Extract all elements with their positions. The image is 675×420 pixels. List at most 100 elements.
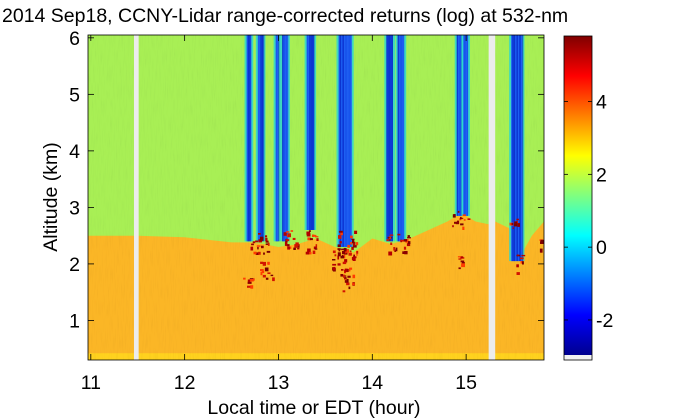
signal-loss-streak — [463, 35, 465, 216]
cloud-pixel — [265, 237, 268, 242]
signal-loss-column — [246, 35, 252, 242]
cloud-pixel — [344, 280, 347, 283]
chart-title: 2014 Sep18, CCNY-Lidar range-corrected r… — [2, 5, 568, 27]
cloud-pixel — [403, 239, 407, 242]
cloud-pixel — [342, 290, 346, 293]
cloud-pixel — [350, 242, 353, 245]
signal-loss-streak — [387, 35, 389, 242]
cloud-pixel — [467, 218, 471, 220]
y-tick-label: 5 — [69, 84, 80, 106]
cloud-pixel — [394, 249, 396, 252]
signal-loss-streak — [511, 35, 513, 262]
cloud-pixel — [337, 244, 341, 248]
cloud-pixel — [345, 249, 349, 253]
cloud-pixel — [243, 277, 246, 280]
cloud-pixel — [348, 286, 351, 290]
x-axis: 11 12 13 14 15 — [81, 35, 477, 394]
cloud-pixel — [344, 268, 348, 273]
signal-loss-streak — [275, 35, 277, 242]
cloud-pixel — [307, 237, 311, 241]
cloud-pixel — [386, 239, 389, 241]
cloud-pixel — [338, 249, 341, 252]
cloud-pixel — [343, 247, 347, 252]
signal-loss-streak — [348, 35, 350, 247]
cloud-pixel — [262, 261, 266, 266]
cloud-pixel — [292, 237, 296, 240]
cloud-pixel — [516, 218, 519, 221]
cloud-pixel — [247, 279, 251, 282]
signal-loss-streak — [313, 35, 315, 230]
cloud-pixel — [255, 252, 259, 255]
cloud-pixel — [272, 277, 275, 282]
signal-loss-streak — [512, 35, 514, 262]
cloud-pixel — [452, 214, 456, 218]
cloud-pixel — [511, 223, 514, 225]
signal-loss-streak — [262, 35, 263, 242]
x-tick-label: 15 — [455, 372, 477, 394]
y-tick-label: 3 — [69, 197, 80, 219]
cloud-pixel — [388, 236, 391, 240]
cloud-pixel — [389, 234, 394, 236]
cloud-pixel — [306, 233, 311, 237]
y-tick-label: 6 — [69, 28, 80, 50]
cloud-pixel — [259, 236, 264, 241]
cloud-pixel — [337, 263, 341, 266]
cloud-pixel — [512, 227, 515, 229]
cloud-pixel — [460, 223, 464, 226]
signal-loss-streak — [459, 35, 461, 216]
cloud-pixel — [249, 278, 254, 280]
signal-loss-streak — [391, 35, 393, 242]
cloud-pixel — [460, 256, 464, 259]
signal-loss-streak — [283, 35, 285, 242]
cloud-pixel — [284, 242, 288, 246]
cloud-pixel — [332, 259, 336, 261]
cloud-pixel — [389, 237, 393, 239]
cloud-pixel — [461, 263, 465, 268]
signal-loss-streak — [282, 35, 284, 242]
cloud-pixel — [316, 238, 319, 241]
cloud-pixel — [348, 252, 352, 256]
cloud-pixel — [403, 246, 407, 250]
cloud-pixel — [334, 254, 337, 257]
cloud-pixel — [343, 254, 346, 259]
cloud-pixel — [313, 234, 317, 237]
cloud-pixel — [346, 282, 350, 286]
y-axis-label: Altitude (km) — [40, 142, 62, 251]
cloud-pixel — [352, 245, 357, 248]
cloud-pixel — [517, 223, 520, 227]
cloud-pixel — [267, 272, 271, 274]
cloud-pixel — [513, 223, 518, 227]
cloud-pixel — [514, 221, 517, 224]
cloud-pixel — [261, 270, 265, 274]
cloud-pixel — [509, 222, 514, 226]
cloud-pixel — [260, 271, 263, 276]
x-tick-label: 12 — [174, 372, 196, 394]
cloud-pixel — [250, 285, 254, 289]
cloud-pixel — [343, 274, 345, 278]
cloud-pixel — [265, 243, 269, 245]
cloud-pixel — [344, 275, 347, 277]
signal-loss-streak — [467, 35, 469, 216]
x-tick-label: 14 — [361, 372, 383, 394]
y-tick-label: 4 — [69, 141, 80, 163]
cloud-pixel — [404, 251, 408, 255]
cloud-pixel — [347, 268, 349, 272]
signal-loss-streak — [344, 35, 346, 247]
signal-loss-streak — [257, 35, 259, 242]
cloud-pixel — [516, 254, 519, 256]
signal-loss-streak — [346, 35, 348, 247]
signal-loss-streak — [341, 35, 343, 247]
cloud-pixel — [337, 252, 341, 257]
cloud-pixel — [397, 233, 401, 236]
cloud-pixel — [540, 239, 544, 244]
cloud-pixel — [352, 283, 355, 285]
cloud-pixel — [356, 254, 358, 256]
y-axis: 1 2 3 4 5 6 — [69, 28, 544, 332]
cloud-pixel — [247, 285, 251, 288]
signal-loss-streak — [312, 35, 314, 230]
cloud-pixel — [259, 240, 262, 243]
signal-loss-streak — [464, 35, 466, 216]
cloud-pixel — [251, 243, 254, 246]
cloud-pixel — [252, 241, 256, 244]
